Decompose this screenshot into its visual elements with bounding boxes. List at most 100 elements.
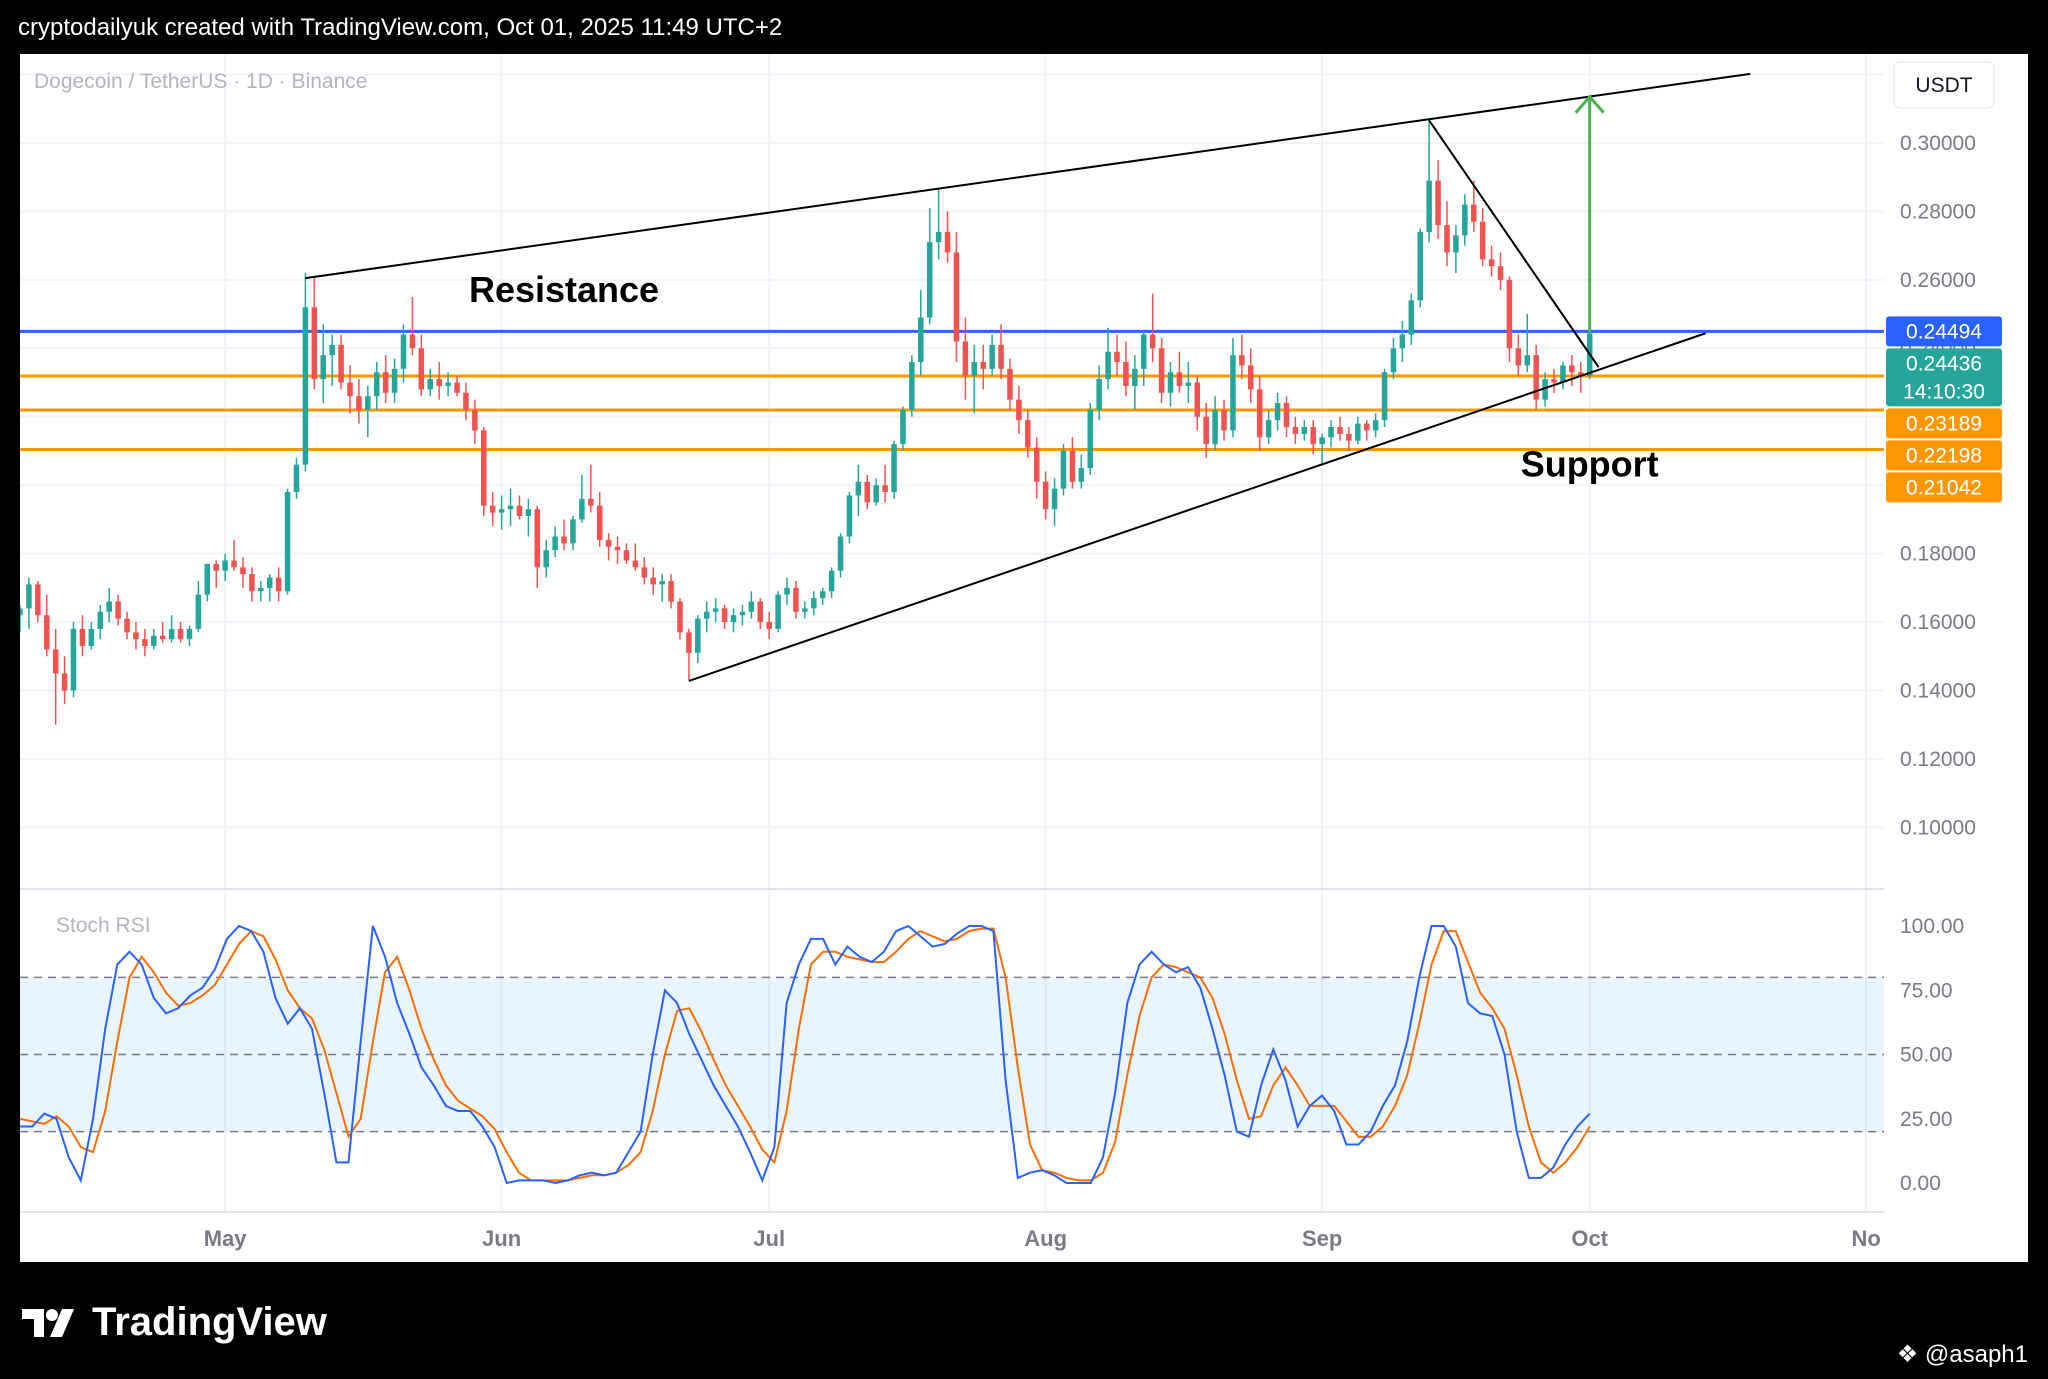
candle-body: [445, 382, 451, 386]
candle-body: [775, 594, 781, 629]
candle-body: [989, 344, 995, 369]
candle-body: [43, 615, 50, 650]
candle: [953, 231, 960, 362]
candle-body: [1230, 355, 1236, 431]
candle: [373, 361, 380, 410]
candle-body: [1114, 351, 1120, 362]
stoch-tick-label: 25.00: [1900, 1108, 1953, 1131]
candle-body: [730, 615, 737, 623]
candle-body: [365, 396, 371, 410]
candle: [748, 591, 755, 619]
candle-body: [962, 341, 969, 376]
candle: [231, 539, 237, 571]
price-label-text: 0.21042: [1906, 476, 1982, 499]
price-tick-label: 0.12000: [1900, 748, 1976, 771]
candle-body: [1453, 235, 1459, 253]
candle-body: [382, 372, 389, 393]
candle-body: [918, 317, 924, 362]
candle-body: [1105, 351, 1111, 380]
candle: [516, 495, 523, 520]
candle-body: [20, 608, 23, 616]
currency-button[interactable]: [1893, 61, 1995, 109]
trendline-layer: [305, 72, 1751, 682]
candle-body: [668, 581, 674, 602]
price-label-text: 0.24436: [1906, 352, 1982, 375]
candle-body: [26, 584, 32, 609]
candle: [1212, 396, 1218, 451]
candle: [61, 656, 68, 705]
candle: [258, 581, 264, 602]
candle-body: [338, 344, 344, 383]
date-tick-label: Aug: [1024, 1226, 1067, 1251]
candle-body: [1560, 365, 1566, 383]
candle: [962, 317, 969, 400]
candle-body: [1203, 416, 1209, 445]
candle: [115, 594, 121, 626]
candle: [186, 625, 193, 647]
candle-body: [427, 379, 434, 390]
candle-body: [1390, 348, 1397, 373]
candle: [311, 276, 318, 390]
candle: [1256, 375, 1263, 451]
candle: [1239, 334, 1245, 380]
candles-layer: [20, 119, 1593, 725]
candle: [436, 361, 442, 400]
candle: [873, 478, 879, 506]
candle-body: [35, 584, 41, 616]
candle-body: [507, 505, 514, 510]
target-arrow-head: [1574, 94, 1605, 114]
candle-body: [695, 618, 701, 653]
stoch-tick-label: 75.00: [1900, 979, 1953, 1002]
candle: [1158, 338, 1165, 404]
candle: [43, 594, 50, 657]
candle-body: [1346, 433, 1352, 441]
candle-body: [79, 628, 86, 647]
candle-body: [356, 396, 362, 410]
candle-body: [641, 567, 648, 578]
candle-body: [596, 505, 603, 540]
author-name: @asaph1: [1924, 1341, 2028, 1368]
candle: [641, 557, 648, 585]
price-tick-label: 0.28000: [1900, 200, 1976, 223]
candle-body: [837, 536, 844, 571]
candle: [249, 567, 255, 602]
price-label-text: 0.22198: [1906, 444, 1982, 467]
author-handle: ❖ @asaph1: [1897, 1340, 2028, 1369]
candle: [846, 492, 853, 544]
annotation-resistance: Resistance: [469, 269, 659, 310]
candle-body: [240, 567, 246, 575]
candle-body: [1051, 488, 1058, 510]
candle: [1444, 201, 1450, 267]
candle: [1363, 420, 1370, 441]
candle: [35, 581, 41, 623]
candle: [70, 622, 77, 698]
candle-body: [1399, 334, 1406, 349]
candle-body: [106, 601, 112, 612]
price-label-text: 0.24494: [1906, 320, 1982, 343]
candle-body: [133, 632, 139, 640]
candle-body: [293, 464, 300, 493]
candle: [650, 567, 656, 595]
trendline-lower-channel: [688, 332, 1706, 682]
candle: [133, 622, 139, 650]
candle-body: [1417, 231, 1423, 301]
candle: [1462, 194, 1468, 246]
candle-body: [766, 622, 772, 629]
candle-body: [525, 509, 532, 516]
candle: [757, 598, 764, 629]
candle: [1470, 180, 1477, 232]
candle-body: [1007, 368, 1013, 400]
candle: [1096, 365, 1102, 421]
candle: [695, 615, 701, 664]
candle: [498, 495, 505, 530]
candle-body: [1221, 409, 1227, 431]
candle: [472, 399, 478, 445]
candle-body: [124, 618, 130, 633]
candle: [1346, 427, 1352, 451]
candle: [1560, 361, 1566, 390]
candle-body: [650, 577, 656, 585]
candle-body: [846, 495, 853, 537]
candle: [1194, 375, 1201, 431]
